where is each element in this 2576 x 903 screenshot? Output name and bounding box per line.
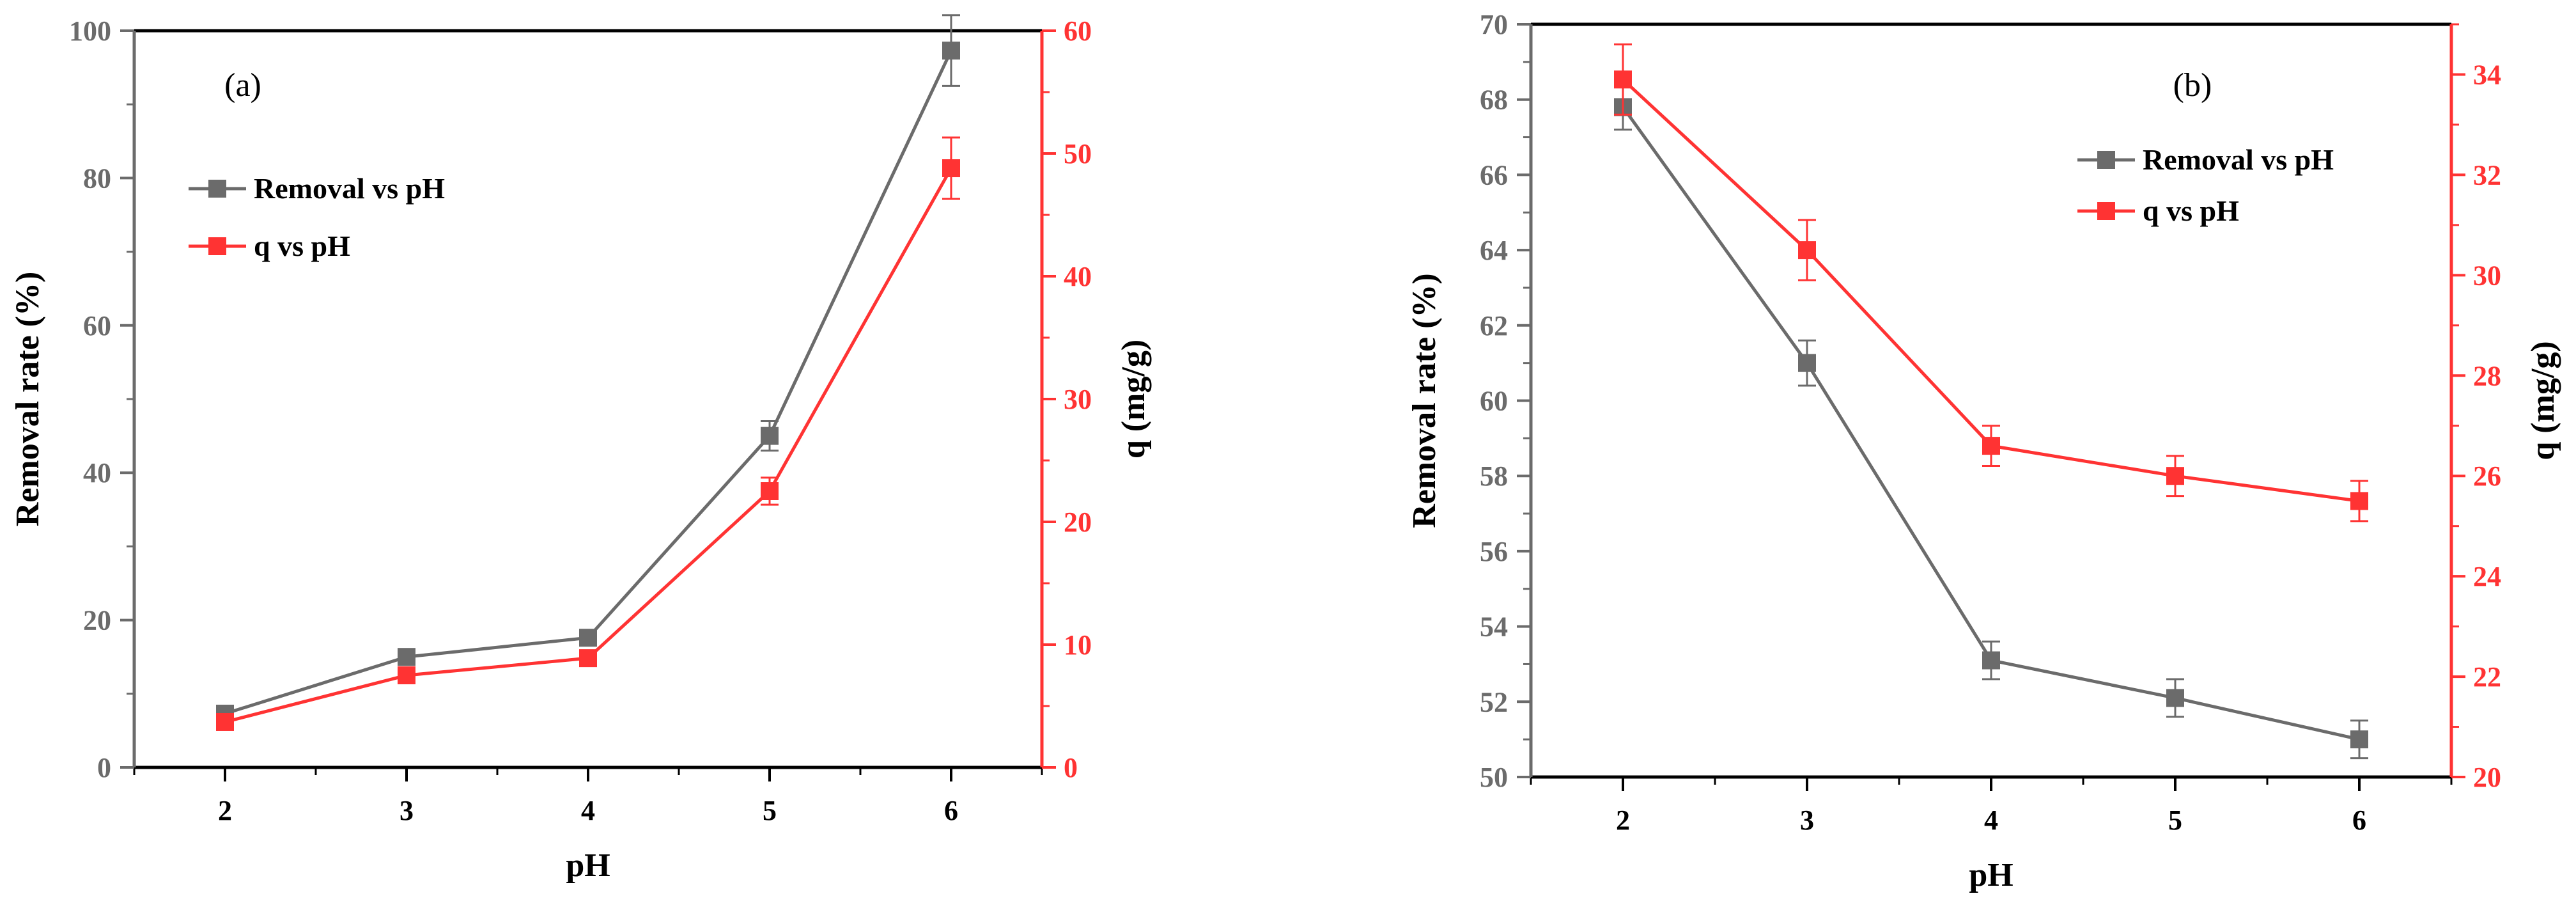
legend-marker-0: [208, 180, 226, 198]
x-axis-title: pH: [1969, 857, 2013, 893]
data-point-marker: [942, 159, 960, 178]
data-point-marker: [1798, 354, 1816, 372]
data-point-marker: [216, 712, 234, 731]
left-y-axis-title: Removal rate (%): [10, 272, 46, 527]
data-point-marker: [398, 666, 415, 684]
legend-label-1: q vs pH: [254, 230, 350, 262]
left-y-tick-label: 80: [83, 162, 111, 194]
chart-panel-a: 2 3 4 5 60204060801000102030405060pHRemoval …: [10, 14, 1152, 884]
right-y-axis-title: q (mg/g): [1115, 340, 1152, 459]
left-y-tick-label: 68: [1480, 84, 1508, 116]
data-point-marker: [1982, 437, 2000, 455]
right-y-tick-label: 22: [2473, 661, 2501, 693]
left-y-axis-title: Removal rate (%): [1406, 273, 1443, 528]
left-y-tick-label: 100: [69, 15, 111, 47]
legend-marker-1: [208, 237, 226, 255]
legend-label-1: q vs pH: [2143, 194, 2239, 227]
right-y-tick-label: 26: [2473, 460, 2501, 492]
right-y-tick-label: 32: [2473, 159, 2501, 191]
right-y-axis-title: q (mg/g): [2525, 341, 2561, 460]
data-point-marker: [2350, 492, 2368, 510]
left-y-tick-label: 52: [1480, 686, 1508, 718]
x-tick-label: 3: [400, 795, 414, 826]
left-y-tick-label: 54: [1480, 611, 1508, 643]
x-axis-title: pH: [566, 847, 610, 884]
x-tick-label: 6: [2352, 805, 2366, 836]
right-y-tick-label: 30: [2473, 260, 2501, 291]
data-point-marker: [942, 42, 960, 60]
right-y-tick-label: 34: [2473, 59, 2501, 90]
x-tick-label: 5: [763, 795, 777, 826]
legend-label-0: Removal vs pH: [254, 172, 445, 205]
chart-panel-b: 2 3 4 5 650525456586062646668702022242628303…: [1406, 9, 2561, 893]
left-y-tick-label: 60: [1480, 386, 1508, 417]
left-y-tick-label: 62: [1480, 310, 1508, 342]
left-y-tick-label: 58: [1480, 460, 1508, 492]
right-y-tick-label: 20: [1064, 506, 1092, 538]
data-point-marker: [1614, 70, 1632, 89]
left-y-tick-label: 50: [1480, 762, 1508, 793]
x-tick-label: 2: [1616, 805, 1630, 836]
left-y-tick-label: 70: [1480, 9, 1508, 40]
data-point-marker: [2350, 730, 2368, 749]
legend-label-0: Removal vs pH: [2143, 143, 2334, 176]
panel-label: (b): [2173, 67, 2212, 104]
data-point-marker: [761, 482, 779, 500]
right-y-tick-label: 40: [1064, 261, 1092, 292]
right-y-tick-label: 28: [2473, 360, 2501, 391]
data-point-marker: [398, 648, 415, 666]
right-y-tick-label: 0: [1064, 752, 1078, 783]
data-point-marker: [2166, 467, 2184, 485]
left-y-tick-label: 66: [1480, 159, 1508, 191]
data-point-marker: [1982, 651, 2000, 670]
data-point-marker: [2166, 689, 2184, 707]
right-y-tick-label: 50: [1064, 138, 1092, 169]
legend-marker-0: [2097, 151, 2115, 169]
right-y-tick-label: 30: [1064, 384, 1092, 415]
x-tick-label: 4: [1984, 805, 1998, 836]
left-y-tick-label: 40: [83, 457, 111, 489]
x-tick-label: 2: [218, 795, 232, 826]
x-tick-label: 3: [1800, 805, 1814, 836]
data-point-marker: [761, 427, 779, 445]
panel-label: (a): [224, 67, 261, 104]
left-y-tick-label: 20: [83, 605, 111, 636]
data-point-marker: [1798, 241, 1816, 260]
data-point-marker: [579, 629, 597, 647]
right-y-tick-label: 24: [2473, 561, 2501, 592]
series-line-0: [224, 50, 953, 716]
right-y-tick-label: 60: [1064, 15, 1092, 47]
x-tick-label: 5: [2168, 805, 2182, 836]
right-y-tick-label: 20: [2473, 762, 2501, 793]
x-tick-label: 6: [944, 795, 958, 826]
left-y-tick-label: 64: [1480, 235, 1508, 266]
left-y-tick-label: 60: [83, 310, 111, 342]
left-y-tick-label: 56: [1480, 536, 1508, 567]
x-tick-label: 4: [581, 795, 595, 826]
left-y-tick-label: 0: [97, 752, 111, 783]
legend-marker-1: [2097, 202, 2115, 220]
data-point-marker: [579, 649, 597, 668]
right-y-tick-label: 10: [1064, 629, 1092, 661]
